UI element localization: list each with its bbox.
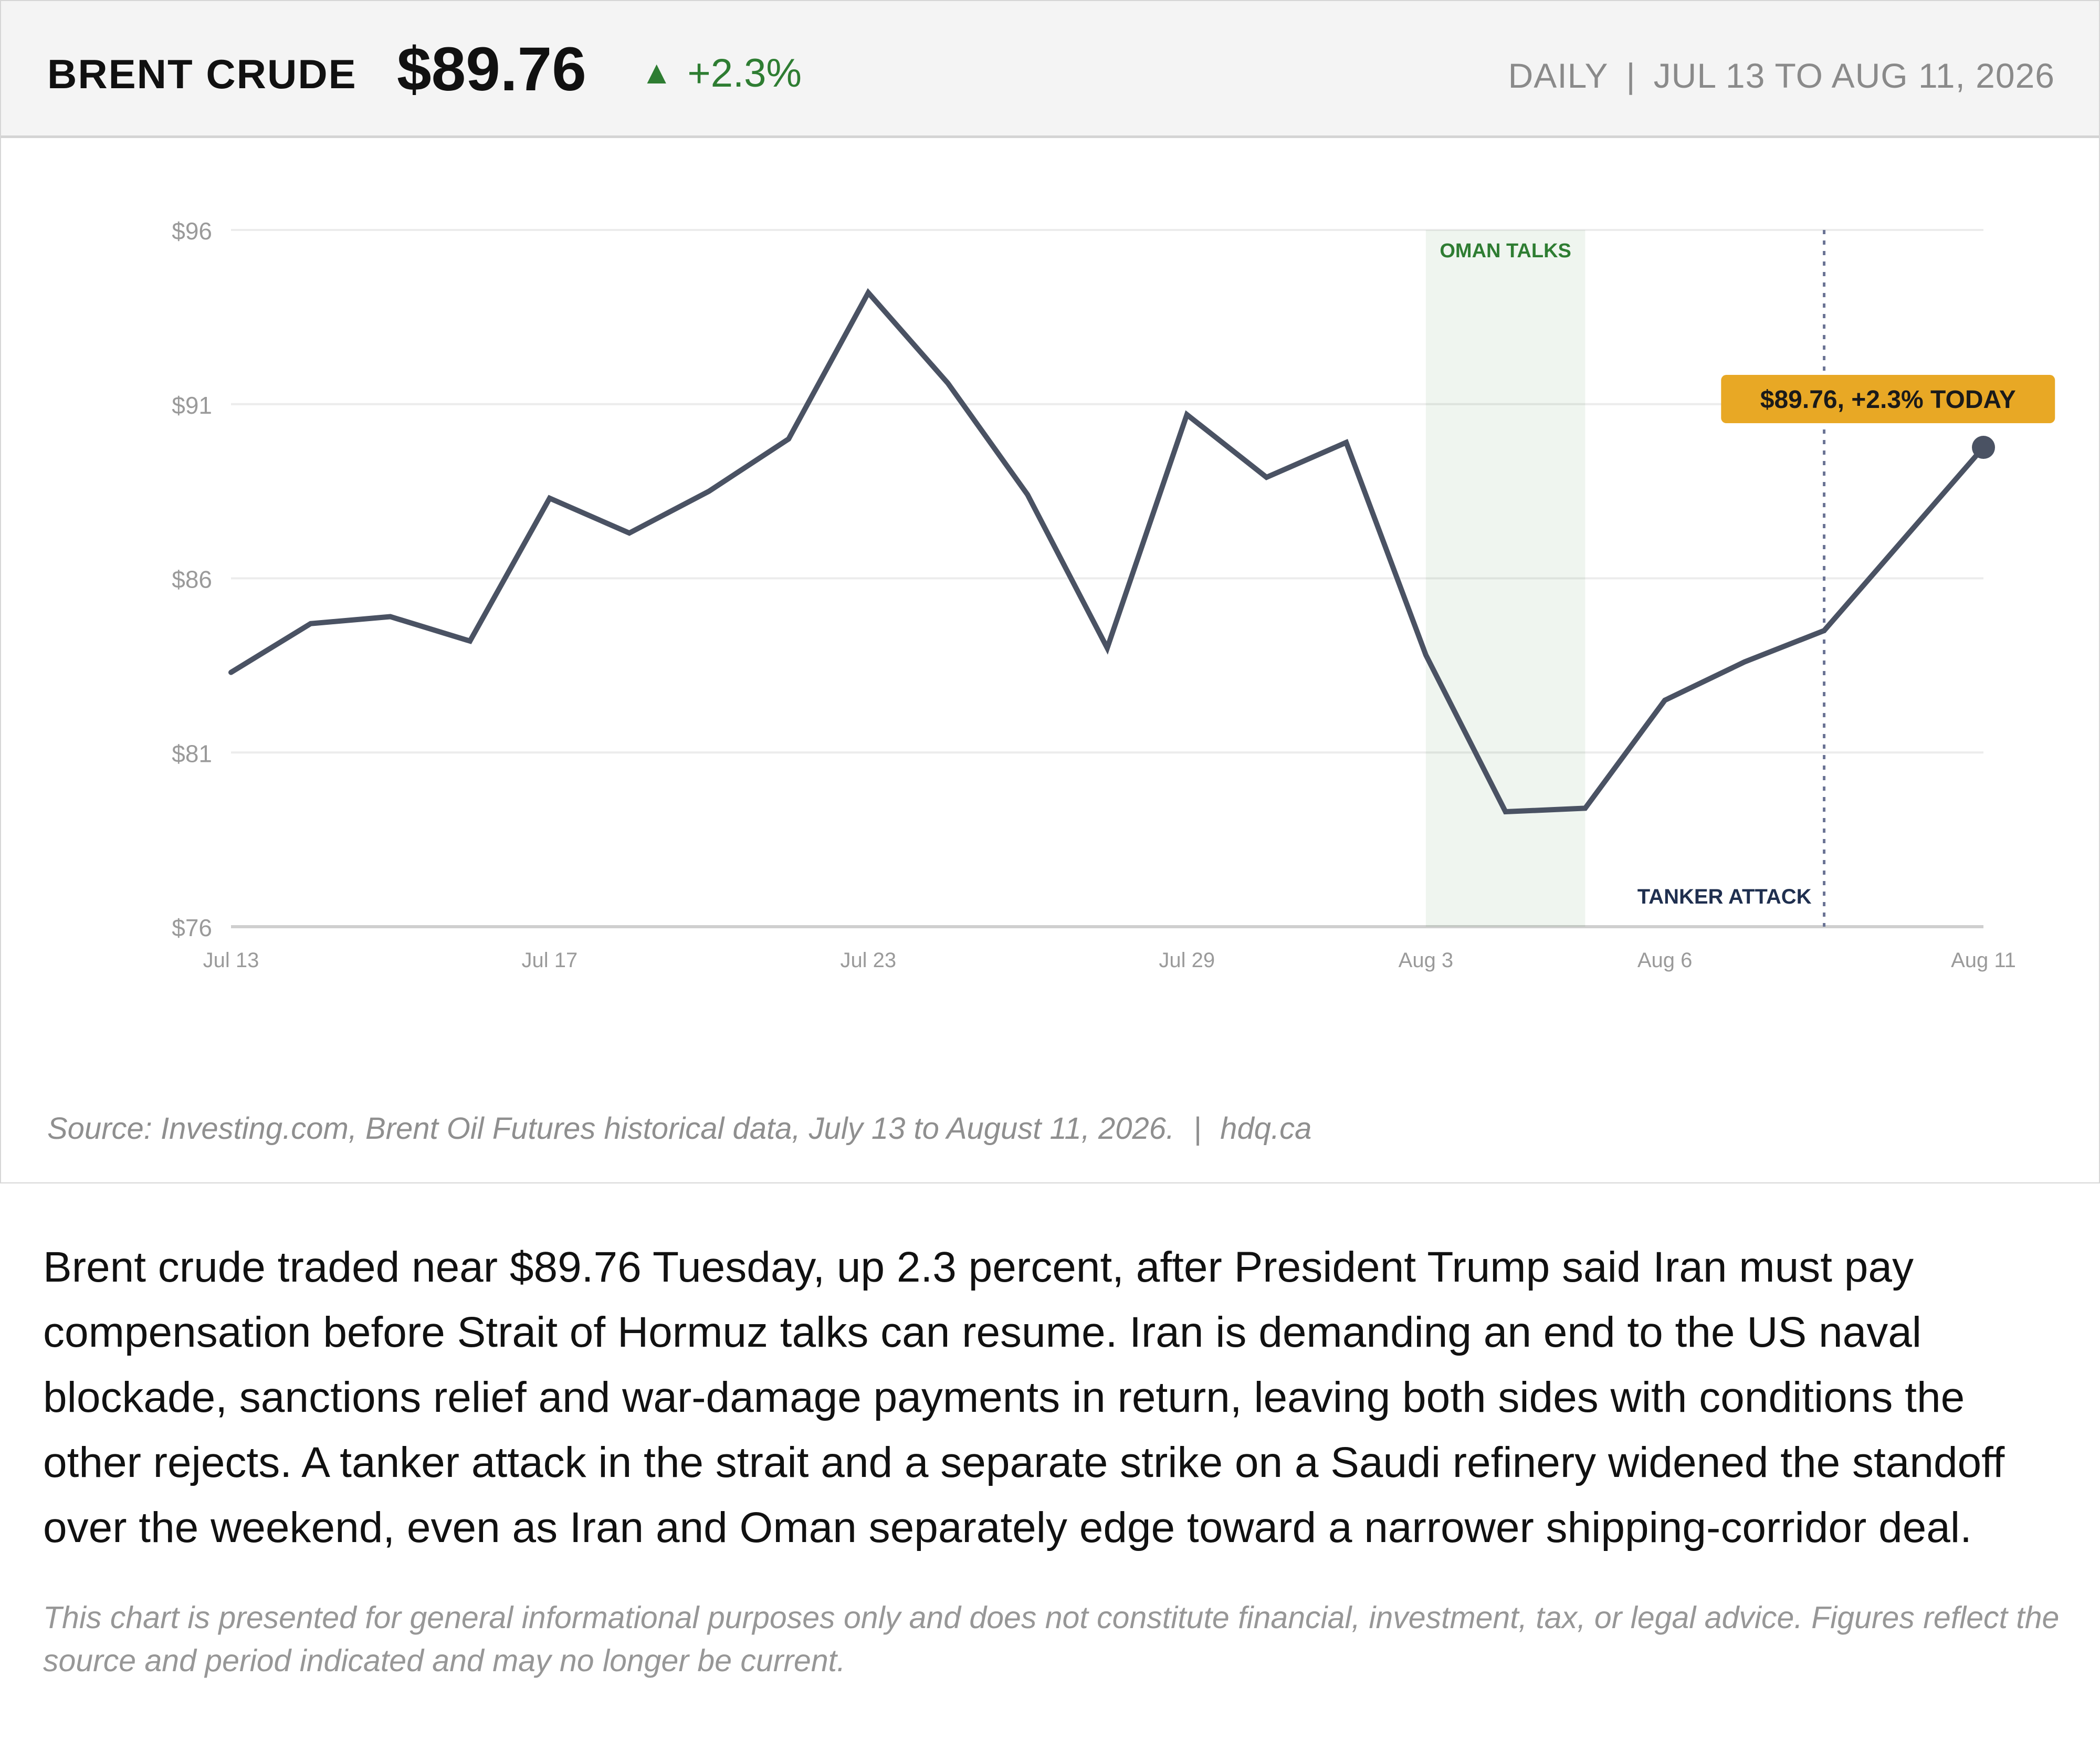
price-change: ▲ +2.3% [640, 50, 802, 96]
latest-price-dot [1972, 436, 1995, 459]
tanker-attack-marker: TANKER ATTACK [1637, 230, 1826, 927]
oman-talks-band-rect [1425, 230, 1586, 927]
y-tick-label: $96 [172, 217, 212, 245]
price-line [228, 288, 1986, 815]
article-summary: Brent crude traded near $89.76 Tuesday, … [43, 1243, 2005, 1551]
up-arrow-icon: ▲ [640, 55, 673, 91]
source-site-link[interactable]: hdq.ca [1220, 1112, 1312, 1146]
x-tick-label: Jul 17 [522, 949, 578, 972]
x-tick-label: Aug 3 [1399, 949, 1454, 972]
x-tick-label: Jul 29 [1159, 949, 1215, 972]
x-tick-label: Jul 23 [840, 949, 896, 972]
price-line-chart: OMAN TALKS $96$91$86$81$76 Jul 13 Jul 17 J… [172, 217, 2055, 972]
date-range-label: JUL 13 TO AUG 11, 2026 [1653, 56, 2055, 95]
x-tick-label: Aug 11 [1951, 949, 2016, 972]
callout-box [1721, 375, 2055, 424]
instrument-name: BRENT CRUDE [47, 51, 357, 97]
frequency-label: DAILY [1508, 56, 1609, 95]
x-axis-ticks: Jul 13 Jul 17 Jul 23 Jul 29 Aug 3 Aug 6 Aug 11 [203, 949, 2016, 972]
chart-card: BRENT CRUDE $89.76 ▲ +2.3% DAILY | JUL 13 T… [0, 0, 2100, 1183]
y-tick-label: $76 [172, 914, 212, 941]
y-tick-label: $91 [172, 392, 212, 419]
change-percent: +2.3% [687, 51, 802, 96]
current-price: $89.76 [397, 35, 586, 104]
tanker-attack-label: TANKER ATTACK [1637, 885, 1812, 908]
source-separator: | [1193, 1112, 1202, 1146]
period-separator: | [1626, 56, 1636, 95]
chart-header: BRENT CRUDE $89.76 ▲ +2.3% DAILY | JUL 13 T… [1, 1, 2099, 138]
source-note: Source: Investing.com, Brent Oil Futures… [47, 1111, 1311, 1146]
price-series [228, 288, 1995, 815]
period-label: DAILY | JUL 13 TO AUG 11, 2026 [1508, 56, 2055, 96]
source-text: Source: Investing.com, Brent Oil Futures… [47, 1112, 1175, 1146]
y-tick-label: $86 [172, 566, 212, 593]
today-callout: $89.76, +2.3% TODAY [1721, 375, 2055, 424]
oman-talks-band: OMAN TALKS [1425, 230, 1586, 927]
y-axis-ticks: $96 $91 $86 $81 $76 [172, 217, 212, 941]
disclaimer-text: This chart is presented for general info… [43, 1600, 2060, 1678]
x-tick-label: Jul 13 [203, 949, 259, 972]
callout-label: $89.76, +2.3% TODAY [1760, 386, 2016, 414]
oman-talks-label: OMAN TALKS [1440, 240, 1571, 262]
grid-lines [231, 229, 1983, 928]
x-tick-label: Aug 6 [1637, 949, 1693, 972]
y-tick-label: $81 [172, 740, 212, 767]
